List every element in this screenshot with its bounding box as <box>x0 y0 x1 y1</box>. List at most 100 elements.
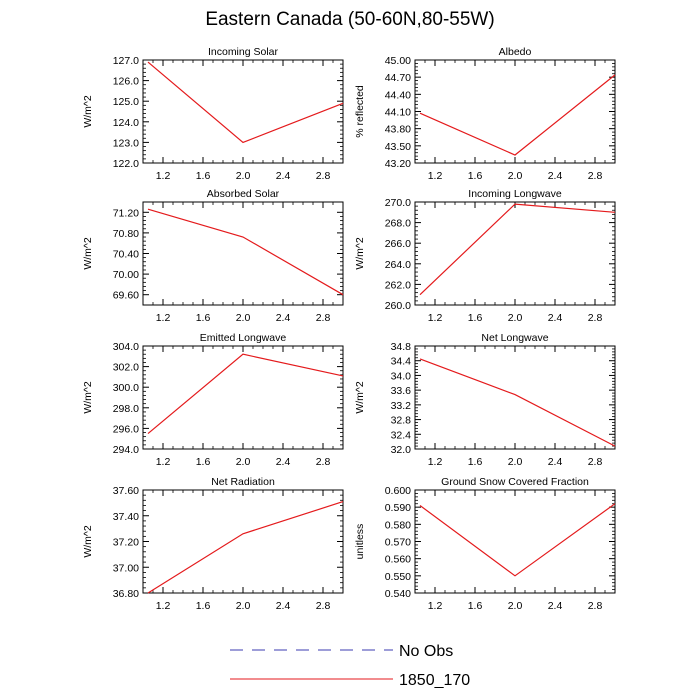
y-tick-label: 125.0 <box>113 96 139 108</box>
x-tick-label: 1.6 <box>468 456 483 468</box>
x-tick-label: 1.6 <box>468 170 483 182</box>
x-tick-label: 1.6 <box>196 456 211 468</box>
x-tick-label: 1.2 <box>428 312 443 324</box>
x-tick-label: 2.8 <box>316 170 331 182</box>
y-tick-label: 0.590 <box>385 502 411 514</box>
series-line <box>419 203 616 296</box>
y-tick-label: 296.0 <box>113 423 139 435</box>
x-tick-label: 2.4 <box>276 312 291 324</box>
series-line <box>419 358 616 447</box>
y-tick-label: 302.0 <box>113 362 139 374</box>
series-line <box>419 503 616 577</box>
y-tick-label: 43.20 <box>385 158 411 170</box>
x-tick-label: 1.2 <box>156 312 171 324</box>
series-line <box>147 501 344 594</box>
y-tick-label: 32.8 <box>391 415 412 427</box>
y-tick-label: 32.4 <box>391 429 412 441</box>
y-tick-label: 266.0 <box>385 238 411 250</box>
y-tick-label: 37.20 <box>113 537 139 549</box>
axis-frame <box>414 59 616 164</box>
y-tick-label: 33.2 <box>391 400 412 412</box>
y-tick-label: 0.600 <box>385 485 411 497</box>
x-tick-label: 2.4 <box>548 456 563 468</box>
y-tick-label: 0.550 <box>385 571 411 583</box>
x-tick-label: 1.6 <box>196 170 211 182</box>
y-tick-label: 34.0 <box>391 370 412 382</box>
x-tick-label: 2.8 <box>588 170 603 182</box>
x-tick-label: 2.0 <box>508 456 523 468</box>
legend: No Obs 1850_170 <box>230 643 470 689</box>
y-tick-label: 262.0 <box>385 279 411 291</box>
x-tick-label: 1.2 <box>428 170 443 182</box>
axis-frame <box>414 345 616 450</box>
axis-frame <box>142 59 344 164</box>
y-tick-label: 37.60 <box>113 485 139 497</box>
axis-frame <box>142 201 344 306</box>
y-tick-label: 34.8 <box>391 341 412 353</box>
y-tick-label: 270.0 <box>385 197 411 209</box>
y-tick-label: 294.0 <box>113 444 139 456</box>
x-tick-label: 2.0 <box>508 312 523 324</box>
y-tick-label: 33.6 <box>391 385 412 397</box>
y-axis-label: W/m^2 <box>82 381 94 414</box>
y-tick-label: 123.0 <box>113 137 139 149</box>
y-tick-label: 43.50 <box>385 141 411 153</box>
y-tick-label: 0.560 <box>385 554 411 566</box>
y-axis-label: unitless <box>354 524 366 560</box>
y-tick-label: 264.0 <box>385 259 411 271</box>
x-tick-label: 2.8 <box>588 600 603 612</box>
y-tick-label: 34.4 <box>391 356 412 368</box>
x-tick-label: 1.6 <box>468 312 483 324</box>
y-tick-label: 268.0 <box>385 218 411 230</box>
x-tick-label: 1.6 <box>196 312 211 324</box>
panel-title: Absorbed Solar <box>207 188 280 200</box>
y-tick-label: 37.00 <box>113 562 139 574</box>
x-tick-label: 1.2 <box>156 456 171 468</box>
y-tick-label: 44.70 <box>385 72 411 84</box>
y-tick-label: 260.0 <box>385 300 411 312</box>
y-tick-label: 0.540 <box>385 588 411 600</box>
panel-4: Incoming Longwave W/m^2 260.0 262.0 264.0 266… <box>354 188 616 324</box>
panel-title: Net Radiation <box>211 476 275 488</box>
x-tick-label: 1.6 <box>196 600 211 612</box>
y-tick-label: 45.00 <box>385 55 411 67</box>
x-tick-label: 2.8 <box>588 312 603 324</box>
x-tick-label: 2.0 <box>236 456 251 468</box>
y-tick-label: 70.80 <box>113 228 139 240</box>
series-line <box>147 208 344 296</box>
legend-label: No Obs <box>399 643 453 660</box>
x-tick-label: 2.8 <box>588 456 603 468</box>
y-tick-label: 71.20 <box>113 207 139 219</box>
y-tick-label: 44.10 <box>385 107 411 119</box>
panel-8: Ground Snow Covered Fraction unitless 0.54… <box>354 476 616 612</box>
x-tick-label: 2.4 <box>548 312 563 324</box>
y-axis-label: W/m^2 <box>354 237 366 270</box>
x-tick-label: 2.4 <box>548 600 563 612</box>
y-tick-label: 37.40 <box>113 511 139 523</box>
x-tick-label: 1.2 <box>428 456 443 468</box>
y-tick-label: 126.0 <box>113 76 139 88</box>
figure-title: Eastern Canada (50-60N,80-55W) <box>205 9 495 30</box>
x-tick-label: 1.2 <box>156 600 171 612</box>
axis-frame <box>414 201 616 306</box>
panel-title: Emitted Longwave <box>200 332 287 344</box>
x-tick-label: 2.8 <box>316 312 331 324</box>
x-tick-label: 2.4 <box>276 600 291 612</box>
y-tick-label: 69.60 <box>113 290 139 302</box>
y-tick-label: 70.00 <box>113 269 139 281</box>
y-tick-label: 43.80 <box>385 124 411 136</box>
x-tick-label: 2.4 <box>276 456 291 468</box>
x-tick-label: 2.0 <box>236 600 251 612</box>
x-tick-label: 1.6 <box>468 600 483 612</box>
panel-1: Incoming Solar W/m^2 122.0 123.0 124.0 125.0 1… <box>82 46 344 182</box>
panel-3: Absorbed Solar W/m^2 69.60 70.00 70.40 70.80 7… <box>82 188 344 324</box>
y-tick-label: 122.0 <box>113 158 139 170</box>
panel-title: Albedo <box>499 46 532 58</box>
y-axis-label: % reflected <box>354 85 366 138</box>
y-tick-label: 300.0 <box>113 382 139 394</box>
panel-7: Net Radiation W/m^2 36.80 37.00 37.20 37.40 37… <box>82 476 344 612</box>
panel-title: Incoming Solar <box>208 46 279 58</box>
legend-label: 1850_170 <box>399 672 470 689</box>
y-axis-label: W/m^2 <box>82 237 94 270</box>
